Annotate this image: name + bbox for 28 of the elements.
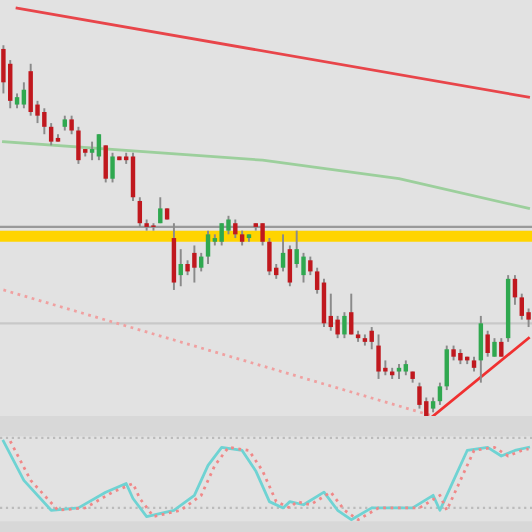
candlestick [342,311,347,340]
candlestick [280,233,286,273]
candlestick [171,222,177,291]
candlestick [219,222,224,247]
candlestick [130,151,136,202]
candlestick [519,292,524,321]
candlestick [21,81,27,110]
candlestick [28,62,33,117]
candlestick [192,244,197,284]
candlestick [294,229,299,269]
candlestick [492,337,497,358]
candlestick [485,329,490,358]
candlestick [478,314,484,384]
candlestick [89,140,95,162]
candlestick [103,144,108,184]
candlestick [437,381,443,406]
candlestick [158,196,163,225]
candlestick [444,344,449,392]
candlestick [205,229,211,265]
candlestick [226,214,231,236]
candlestick [376,333,381,380]
candlestick [233,218,238,240]
candlestick [178,248,183,288]
candlestick [198,251,204,273]
candlestick [499,337,504,358]
candlestick [287,244,293,288]
candlestick [417,381,422,410]
candlestick [110,151,115,184]
